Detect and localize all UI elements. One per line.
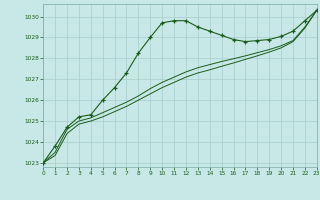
Text: Graphe pression niveau de la mer (hPa): Graphe pression niveau de la mer (hPa) [68, 184, 252, 193]
